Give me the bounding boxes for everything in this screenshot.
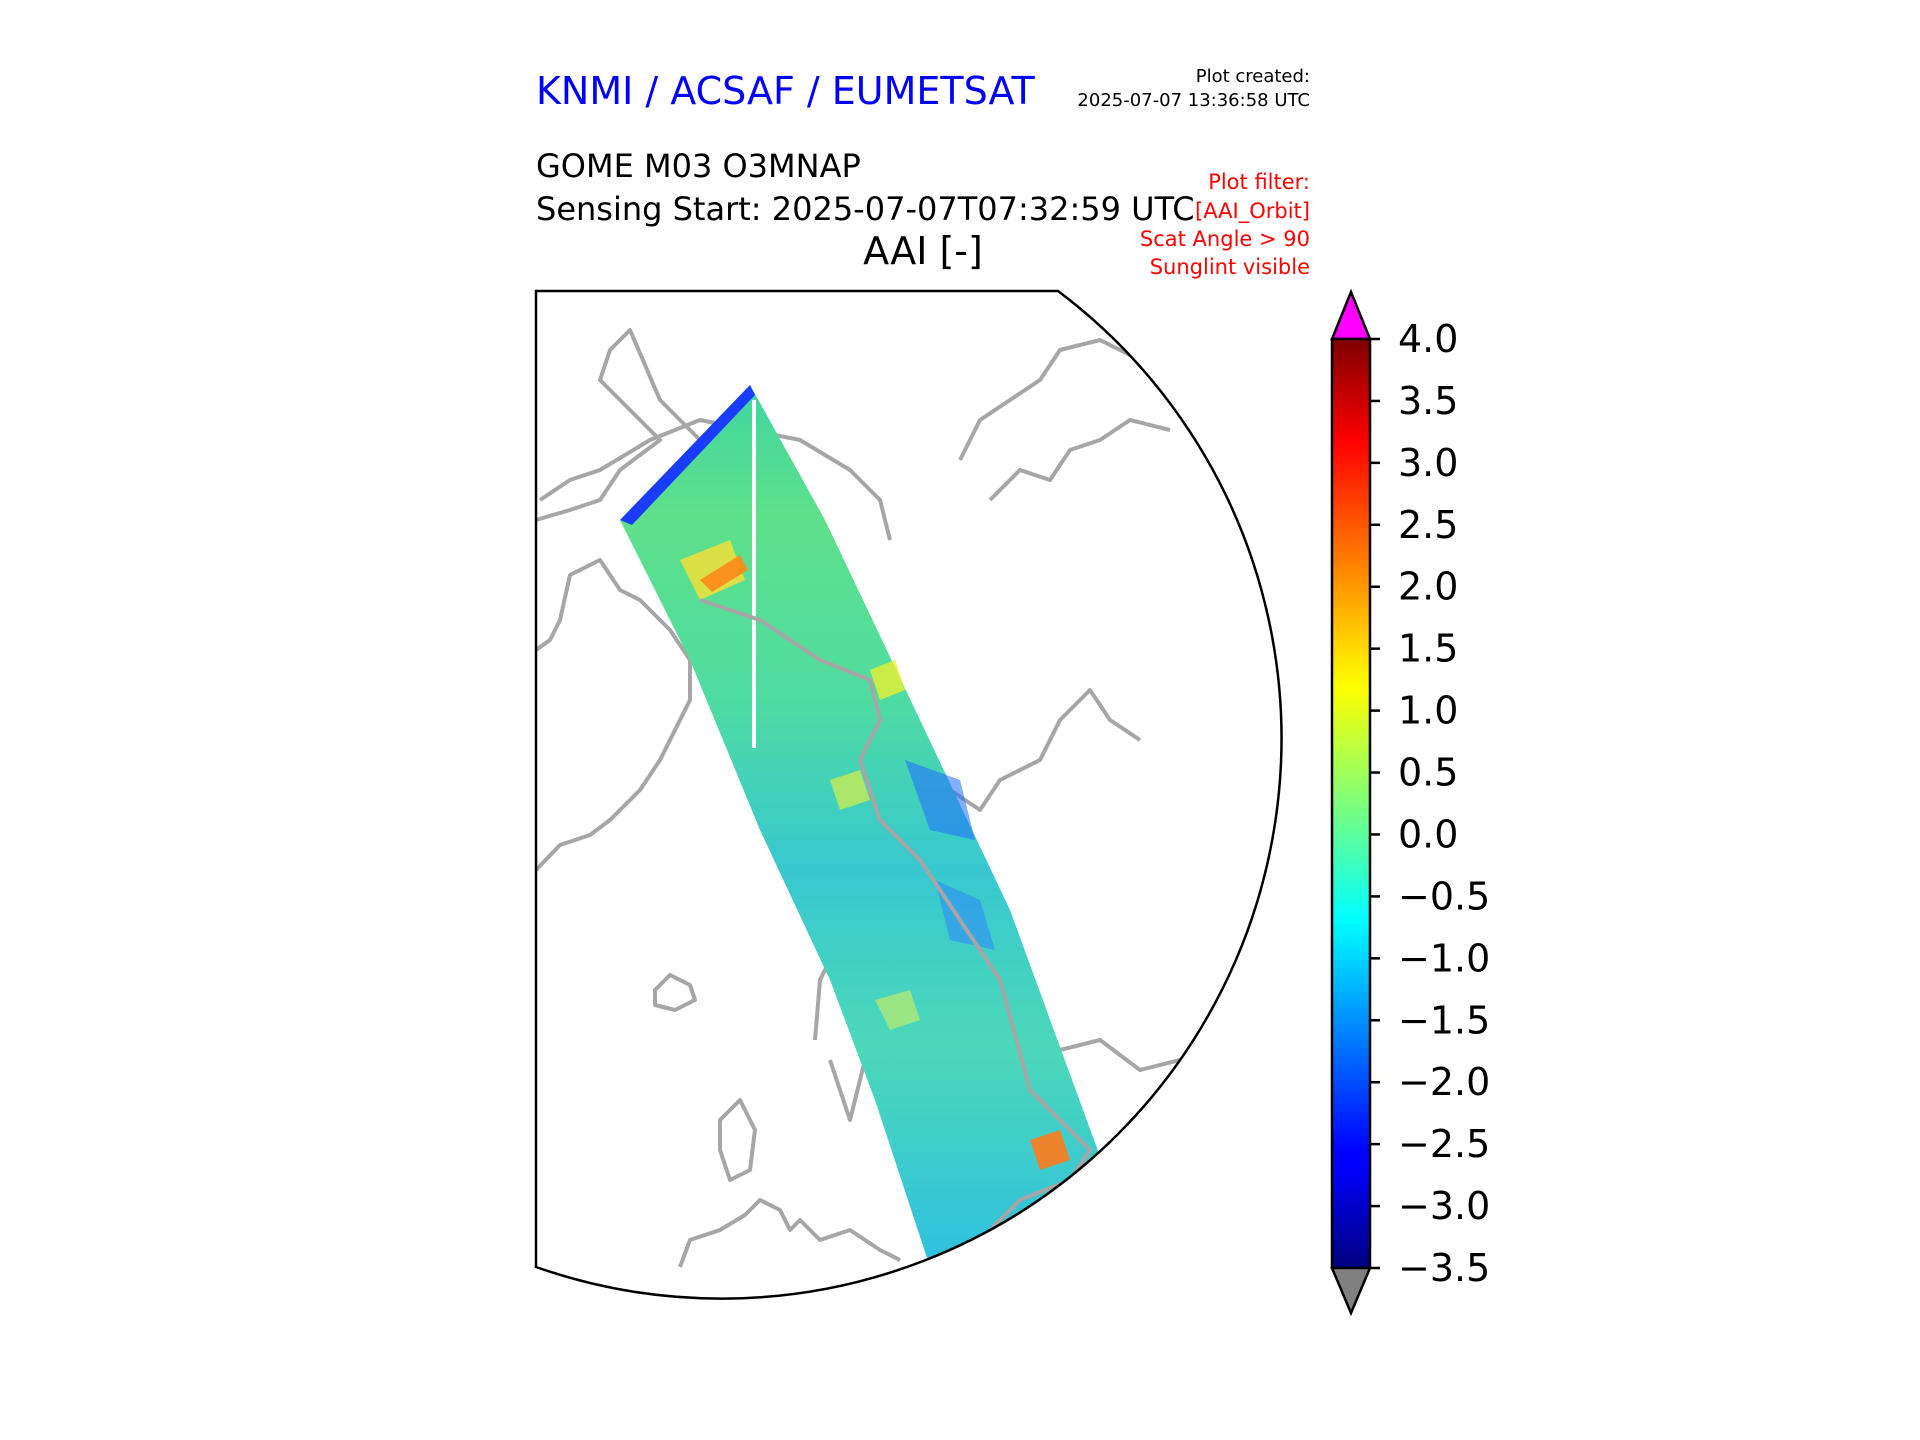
map-frame [534, 289, 1283, 1300]
sensing-start: Sensing Start: 2025-07-07T07:32:59 UTC [536, 190, 1195, 228]
colorbar-gradient [1330, 337, 1372, 1270]
colorbar-tick-label: −1.0 [1398, 936, 1490, 980]
swath-band [620, 385, 1105, 1267]
colorbar-tick-label: −2.0 [1398, 1060, 1490, 1104]
colorbar-tick-label: −3.5 [1398, 1246, 1490, 1290]
coastline-greenland [536, 558, 692, 872]
plot-filter-label: Plot filter: [1208, 170, 1310, 194]
swath-yellow-patch-1 [680, 540, 745, 600]
colorbar-tick-label: 0.0 [1398, 812, 1458, 856]
map-area [536, 328, 1181, 1268]
coastline-iceland [653, 973, 697, 1012]
swath-orange-streak [700, 555, 748, 592]
coastline-uk [718, 1098, 757, 1182]
colorbar: 4.0 3.5 3.0 2.5 2.0 1.5 1.0 0.5 0.0 −0.5 −1.0 −1.5 −… [1330, 288, 1490, 1317]
colorbar-tick-label: −0.5 [1398, 874, 1490, 918]
coastline-canada-arctic [536, 328, 702, 522]
coastline-east-siberia [958, 338, 1141, 461]
colorbar-tick-label: 3.0 [1398, 441, 1458, 485]
colorbar-tick-label: 2.0 [1398, 565, 1458, 609]
swath-blue-edge [620, 385, 755, 525]
colorbar-tick-label: 4.0 [1398, 317, 1458, 361]
colorbar-tick-label: −3.0 [1398, 1184, 1490, 1228]
plot-filter-orbit: [AAI_Orbit] [1195, 199, 1310, 223]
coastline-chukotka [988, 418, 1171, 502]
swath-blue-patch-2 [935, 880, 995, 950]
colorbar-tick-label: 1.0 [1398, 689, 1458, 733]
satellite-swath [620, 385, 1105, 1267]
variable-title: AAI [-] [863, 229, 983, 273]
product-title: GOME M03 O3MNAP [536, 147, 861, 185]
swath-yellow-patch-2 [870, 660, 905, 700]
colorbar-ticks: 4.0 3.5 3.0 2.5 2.0 1.5 1.0 0.5 0.0 −0.5 −1.0 −1.5 −… [1370, 317, 1490, 1290]
organization-title: KNMI / ACSAF / EUMETSAT [536, 69, 1035, 113]
plot-filter-sunglint: Sunglint visible [1149, 255, 1310, 279]
colorbar-over-extend [1330, 288, 1372, 341]
plot-created-time: 2025-07-07 13:36:58 UTC [1077, 90, 1310, 111]
plot-created-label: Plot created: [1195, 66, 1310, 87]
colorbar-under-extend [1330, 1266, 1372, 1317]
colorbar-tick-label: 3.5 [1398, 379, 1458, 423]
swath-orange-patch [1030, 1130, 1070, 1170]
swath-blue-patch-1 [905, 760, 975, 840]
colorbar-tick-label: −1.5 [1398, 998, 1490, 1042]
coastline-europe [678, 1198, 901, 1268]
swath-yellow-patch-4 [875, 990, 920, 1030]
colorbar-tick-label: 2.5 [1398, 503, 1458, 547]
colorbar-tick-label: −2.5 [1398, 1122, 1490, 1166]
swath-gap-line [752, 400, 756, 748]
colorbar-tick-label: 1.5 [1398, 627, 1458, 671]
coastline-over-swath [699, 598, 1093, 1232]
swath-yellow-patch-3 [830, 770, 870, 810]
plot-filter-scat-angle: Scat Angle > 90 [1139, 227, 1310, 251]
colorbar-tick-label: 0.5 [1398, 751, 1458, 795]
